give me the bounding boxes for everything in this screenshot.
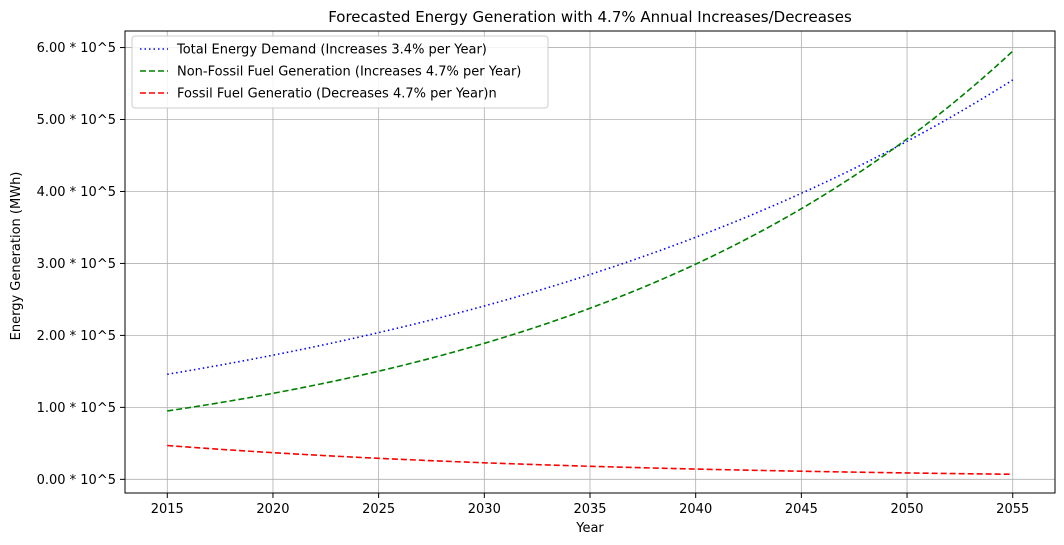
series-line-1: [167, 79, 1014, 376]
y-tick-label: 0.00 * 10^5: [37, 473, 116, 488]
chart-title: Forecasted Energy Generation with 4.7% A…: [328, 8, 852, 26]
x-tick-label: 2035: [573, 502, 606, 517]
x-tick-label: 2050: [890, 502, 923, 517]
y-tick-label: 2.00 * 10^5: [37, 329, 116, 344]
y-axis-label: Energy Generation (MWh): [9, 172, 24, 341]
x-axis-label: Year: [575, 521, 604, 536]
series-line-3: [167, 444, 1013, 476]
legend-entry-label: Total Energy Demand (Increases 3.4% per …: [176, 43, 487, 58]
x-tick-label: 2025: [362, 502, 395, 517]
x-tick-label: 2015: [151, 502, 184, 517]
x-axis-ticks: 2015 2020 2025 2030 2035 2040 2045 2050 2055: [151, 493, 1029, 517]
legend: Total Energy Demand (Increases 3.4% per …: [131, 35, 549, 109]
x-tick-label: 2030: [468, 502, 501, 517]
x-tick-label: 2040: [679, 502, 712, 517]
series-lines: [167, 50, 1014, 476]
y-tick-label: 5.00 * 10^5: [37, 113, 116, 128]
y-tick-label: 1.00 * 10^5: [37, 401, 116, 416]
legend-entry-label: Non-Fossil Fuel Generation (Increases 4.…: [177, 65, 521, 80]
legend-entry-label: Fossil Fuel Generatio (Decreases 4.7% pe…: [177, 87, 497, 102]
x-tick-label: 2055: [996, 502, 1029, 517]
y-tick-label: 4.00 * 10^5: [37, 185, 116, 200]
x-tick-label: 2020: [256, 502, 289, 517]
y-tick-label: 3.00 * 10^5: [37, 257, 116, 272]
series-line-2: [167, 50, 1014, 412]
y-tick-label: 6.00 * 10^5: [37, 41, 116, 56]
x-tick-label: 2045: [785, 502, 818, 517]
legend-box: [131, 35, 549, 109]
y-axis-ticks: 0.00 * 10^5 1.00 * 10^5 2.00 * 10^5 3.00 * …: [37, 41, 125, 488]
